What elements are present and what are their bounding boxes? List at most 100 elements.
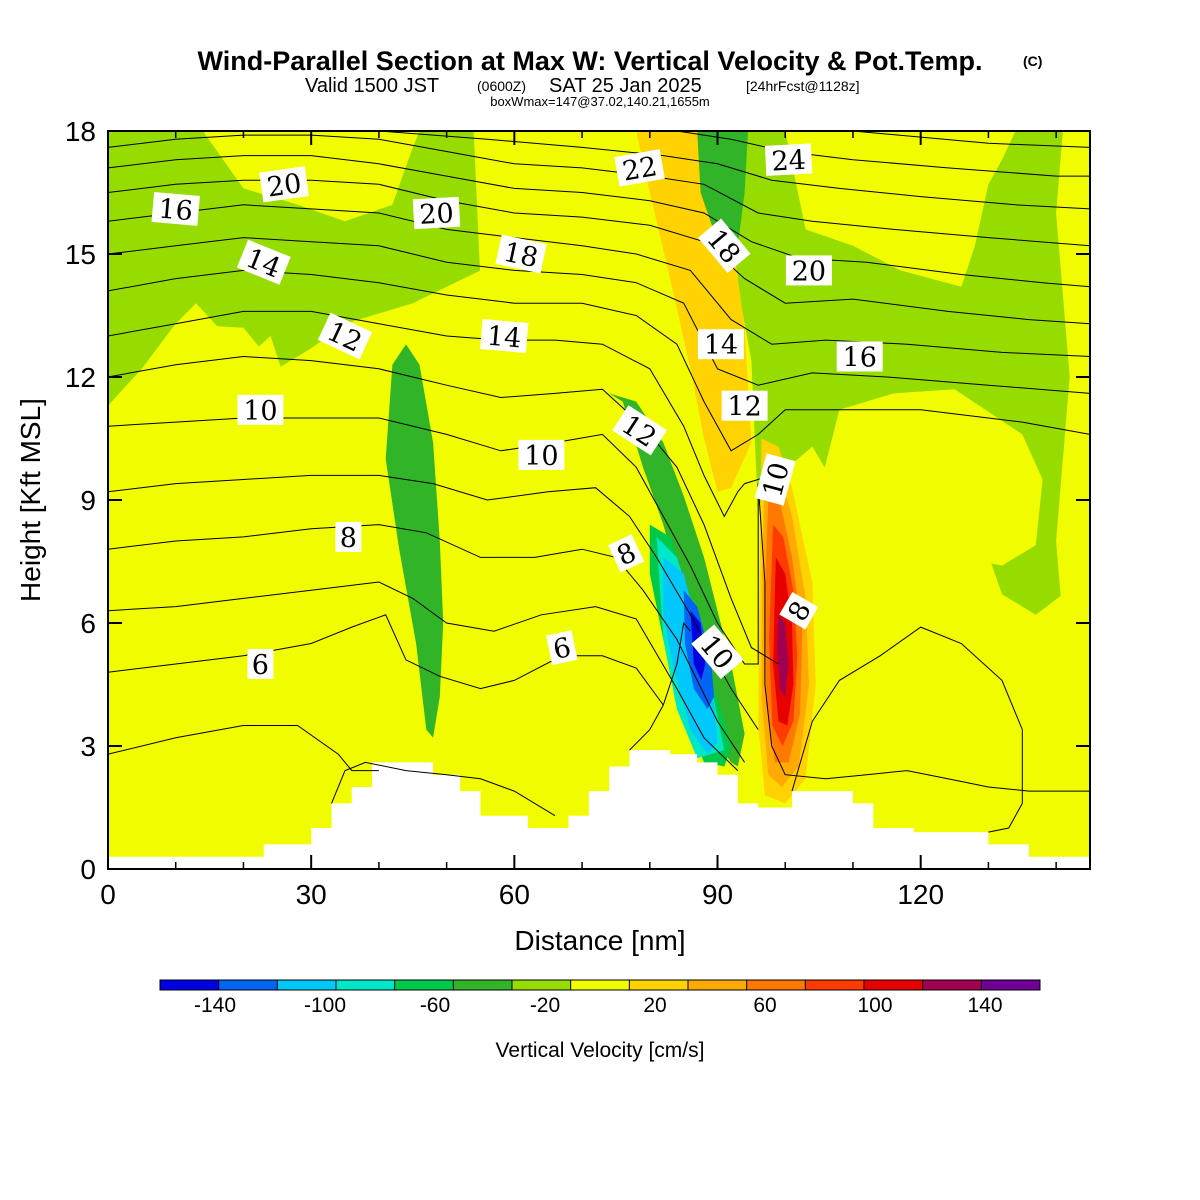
theta-contour-line bbox=[757, 483, 1090, 792]
contour-label-box bbox=[151, 191, 200, 226]
contour-label-text: 24 bbox=[771, 145, 807, 178]
contour-label-box bbox=[698, 218, 751, 274]
colorbar-tick-label: 60 bbox=[753, 994, 776, 1017]
theta-contour-line bbox=[331, 761, 556, 817]
contour-label-box bbox=[317, 312, 373, 360]
contour-label-box bbox=[612, 405, 668, 456]
contour-label-box bbox=[412, 196, 461, 230]
contour-label-text: 14 bbox=[704, 330, 738, 361]
theta-contour-line bbox=[175, 131, 1090, 210]
contour-label: 6 bbox=[247, 649, 274, 681]
terrain-mask bbox=[108, 750, 1090, 869]
contour-label-box bbox=[545, 630, 578, 665]
colorbar-swatch bbox=[160, 980, 220, 990]
colorbar-frame bbox=[159, 979, 1041, 991]
velocity-region-lower-left-yellow bbox=[108, 303, 596, 857]
chart-header: Wind-Parallel Section at Max W: Vertical… bbox=[198, 46, 1043, 109]
contour-label-box bbox=[836, 341, 883, 372]
theta-contour-line bbox=[108, 134, 1090, 247]
contour-label-box bbox=[721, 390, 768, 421]
velocity-region-upper-left-yellow bbox=[202, 131, 420, 222]
x-tick-label: 0 bbox=[100, 879, 116, 910]
contour-label: 12 bbox=[721, 390, 768, 423]
contour-label-text: 20 bbox=[419, 198, 455, 231]
theta-contour-line bbox=[791, 626, 1023, 833]
contour-label: 8 bbox=[335, 521, 362, 554]
y-tick-label: 12 bbox=[65, 362, 96, 393]
contour-label: 10 bbox=[237, 394, 284, 427]
velocity-region-lower-right-yellow bbox=[947, 614, 1029, 808]
colorbar-swatch bbox=[688, 980, 748, 990]
colorbar: -140 -100 -60 -20 20 60 100 140 bbox=[159, 979, 1041, 1017]
contour-label: 20 bbox=[412, 196, 461, 231]
colorbar-tick-label: -60 bbox=[420, 994, 450, 1017]
colorbar-swatch bbox=[277, 980, 337, 990]
contour-label-box bbox=[479, 319, 529, 353]
theta-contour-line bbox=[629, 621, 691, 751]
theta-contour-line bbox=[852, 131, 1090, 148]
contour-label-box bbox=[754, 453, 796, 506]
colorbar-label: Vertical Velocity [cm/s] bbox=[496, 1039, 705, 1062]
contour-label-box bbox=[236, 239, 291, 285]
y-tick-label: 9 bbox=[80, 485, 96, 516]
velocity-region-downdraft-green-top bbox=[697, 131, 748, 263]
theta-contour-line bbox=[108, 725, 379, 772]
theta-contour-line bbox=[108, 417, 759, 665]
contour-label-box bbox=[764, 143, 813, 176]
contour-label: 14 bbox=[479, 319, 529, 354]
x-axis-label: Distance [nm] bbox=[514, 925, 685, 956]
colorbar-tick-label: 20 bbox=[643, 994, 666, 1017]
contour-label-text: 8 bbox=[340, 523, 357, 554]
contour-label-box bbox=[691, 624, 744, 679]
x-tick-label: 60 bbox=[499, 879, 530, 910]
theta-contours bbox=[108, 131, 1090, 833]
contour-label-text: 6 bbox=[550, 632, 573, 666]
theta-contour-line bbox=[676, 131, 1090, 177]
colorbar-swatch bbox=[981, 980, 1041, 990]
colorbar-swatch bbox=[512, 980, 572, 990]
theta-contour-line bbox=[108, 269, 1090, 452]
velocity-region-right-yellow-top bbox=[785, 131, 1016, 287]
contour-label-text: 18 bbox=[501, 237, 541, 274]
contour-label-text: 20 bbox=[792, 256, 826, 287]
contour-label-box bbox=[779, 591, 819, 630]
colorbar-swatch bbox=[746, 980, 806, 990]
contour-label: 16 bbox=[836, 341, 883, 374]
contour-label-box bbox=[237, 394, 284, 425]
velocity-region-far-right-yellow bbox=[1056, 131, 1090, 755]
contour-label: 20 bbox=[785, 255, 832, 287]
valid-time-utc: (0600Z) bbox=[477, 78, 526, 94]
velocity-region-downdraft-green-1 bbox=[385, 344, 444, 738]
contour-label: 10 bbox=[518, 439, 565, 472]
theta-contour-line bbox=[108, 581, 739, 771]
x-tick-label: 120 bbox=[897, 879, 944, 910]
box-max-info: boxWmax=147@37.02,140.21,1655m bbox=[490, 94, 710, 109]
valid-time-prefix: Valid 1500 JST bbox=[305, 75, 439, 97]
theta-contour-line bbox=[108, 237, 1090, 394]
colorbar-swatch bbox=[394, 980, 454, 990]
contour-label-text: 16 bbox=[843, 343, 877, 374]
theta-contour-line bbox=[108, 310, 786, 518]
theta-contour-line bbox=[108, 524, 746, 763]
colorbar-tick-label: 100 bbox=[857, 994, 892, 1017]
y-tick-label: 0 bbox=[80, 854, 96, 885]
contour-label: 16 bbox=[151, 191, 200, 227]
chart-title: Wind-Parallel Section at Max W: Vertical… bbox=[198, 46, 983, 76]
y-tick-label: 18 bbox=[65, 116, 96, 147]
colorbar-swatch bbox=[453, 980, 513, 990]
y-tick-label: 15 bbox=[65, 239, 96, 270]
contour-label-box bbox=[259, 166, 309, 203]
colorbar-tick-label: 140 bbox=[967, 994, 1002, 1017]
theta-contour-line bbox=[108, 155, 1090, 288]
copyright-mark: (C) bbox=[1023, 53, 1042, 69]
contour-label: 22 bbox=[614, 149, 665, 188]
contour-label: 18 bbox=[495, 234, 547, 274]
colorbar-swatch bbox=[922, 980, 982, 990]
contour-label-text: 10 bbox=[243, 396, 277, 427]
contour-label-text: 16 bbox=[157, 193, 194, 227]
contour-label: 24 bbox=[764, 143, 813, 178]
theta-contour-line bbox=[108, 474, 759, 730]
axes: 0 30 60 90 120 0 3 6 9 12 15 18 bbox=[65, 116, 1090, 910]
contour-label-box bbox=[335, 521, 362, 552]
